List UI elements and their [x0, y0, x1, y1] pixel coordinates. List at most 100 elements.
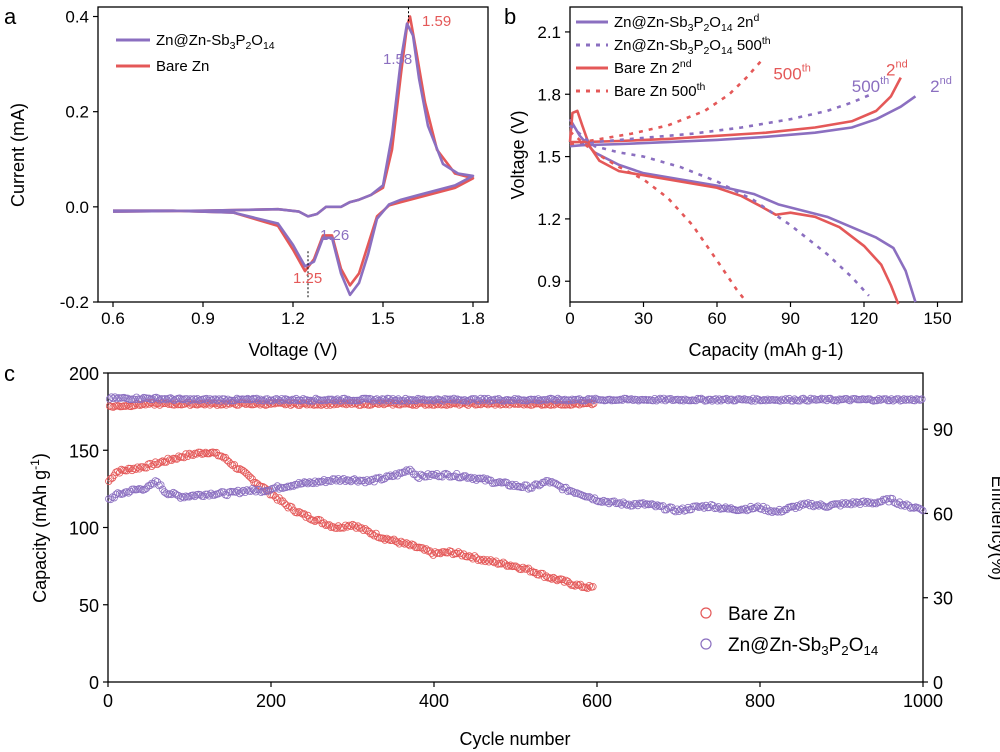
panel-c-point — [489, 396, 497, 404]
panel-c-point — [789, 397, 797, 405]
panel-c-point — [420, 546, 429, 554]
panel-c-point — [551, 479, 559, 487]
panel-c-point — [320, 519, 328, 527]
panel-c-point — [496, 478, 504, 486]
panel-c-point — [537, 480, 545, 489]
panel-c-point — [304, 479, 312, 488]
panel-c-point — [741, 504, 749, 513]
panel-c-point — [318, 477, 326, 486]
panel-c-point — [186, 401, 194, 409]
panel-c-point — [882, 395, 890, 403]
panel-c-point — [196, 448, 204, 457]
panel-a-xtick-label: 0.9 — [191, 309, 215, 328]
panel-c-point — [461, 472, 470, 480]
panel-c-point — [246, 473, 255, 482]
panel-c-point — [241, 488, 249, 496]
panel-c-point — [122, 467, 131, 475]
panel-c-point — [213, 396, 221, 405]
panel-c-point — [365, 477, 373, 486]
panel-c-point — [400, 396, 408, 405]
panel-c-xtick-label: 400 — [419, 691, 449, 711]
panel-c-point — [162, 489, 170, 497]
panel-c-point — [228, 488, 237, 496]
panel-a-xtick-label: 1.2 — [281, 309, 305, 328]
panel-c-point — [145, 400, 153, 408]
panel-c-point — [483, 556, 491, 564]
panel-c-point — [390, 472, 398, 480]
panel-c-point — [293, 509, 301, 517]
panel-c-point — [271, 484, 280, 492]
panel-c-point — [816, 395, 824, 404]
panel-c-point — [185, 449, 194, 458]
panel-c-point — [114, 467, 122, 476]
panel-c-point — [725, 505, 733, 513]
panel-c-point — [918, 395, 926, 403]
panel-c-point — [359, 476, 368, 485]
panel-c-point — [679, 397, 688, 405]
panel-c-point — [693, 502, 701, 510]
panel-c-point — [530, 481, 538, 490]
panel-c-point — [778, 395, 786, 404]
panel-c-point — [322, 396, 331, 404]
panel-c-point — [353, 396, 361, 405]
panel-a-label: a — [4, 4, 17, 29]
panel-c-point — [406, 465, 414, 474]
panel-c-point — [337, 397, 345, 405]
panel-c-point — [322, 478, 330, 487]
panel-c-point — [764, 395, 772, 403]
panel-c-point — [412, 396, 420, 405]
panel-c-point — [311, 477, 319, 485]
panel-c-point — [275, 485, 283, 493]
panel-c-point — [427, 549, 436, 557]
panel-c-point — [552, 396, 560, 405]
panel-c-point — [359, 526, 368, 534]
panel-c-point — [762, 396, 770, 405]
panel-b-series-bare-dashed — [569, 130, 748, 303]
panel-c-point — [282, 501, 290, 509]
panel-c-point — [887, 395, 896, 403]
panel-c-point — [805, 397, 813, 405]
panel-c-point — [298, 479, 307, 488]
panel-c-point — [205, 492, 213, 500]
panel-c-point — [842, 395, 851, 403]
panel-c-point — [684, 503, 692, 512]
panel-c-point — [533, 480, 541, 488]
panel-c-point — [309, 479, 317, 488]
panel-c-point — [478, 557, 486, 565]
panel-b-xtick-label: 30 — [634, 309, 653, 328]
panel-c-point — [439, 397, 447, 405]
panel-c-point — [276, 397, 284, 405]
panel-c-point — [196, 491, 204, 499]
panel-c-point — [627, 395, 636, 403]
panel-c-point — [721, 503, 730, 511]
panel-c-ytick-label: 0 — [89, 673, 99, 693]
panel-b-curve-label: 2nd — [930, 75, 952, 96]
panel-c-point — [773, 508, 782, 516]
panel-c-point — [702, 501, 710, 510]
panel-c-point — [450, 394, 458, 403]
panel-c-point — [851, 500, 859, 508]
panel-c-point — [460, 472, 468, 480]
panel-c-point — [524, 485, 533, 493]
panel-b-ytick-label: 2.1 — [537, 23, 561, 42]
panel-c-point — [143, 394, 151, 402]
panel-c-ytick-label: 200 — [69, 364, 99, 384]
panel-c-point — [269, 397, 277, 405]
panel-c-point — [372, 529, 380, 538]
panel-c-point — [180, 453, 188, 462]
panel-a-series-zn — [112, 22, 475, 297]
panel-c-point — [560, 578, 568, 586]
panel-c-point — [589, 495, 597, 504]
panel-c-legend-marker — [700, 607, 712, 619]
panel-c-point — [759, 502, 767, 511]
panel-c-point — [484, 394, 492, 403]
panel-c-point — [137, 463, 145, 471]
panel-c-point — [175, 394, 184, 402]
panel-c-point — [347, 522, 355, 530]
panel-c-point — [148, 399, 157, 407]
panel-c-xtick-label: 200 — [256, 691, 286, 711]
panel-c-point — [899, 500, 907, 509]
panel-c-point — [641, 501, 649, 509]
panel-a-ytick-label: 0.2 — [65, 103, 89, 122]
